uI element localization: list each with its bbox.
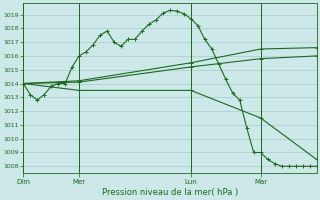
X-axis label: Pression niveau de la mer( hPa ): Pression niveau de la mer( hPa ) bbox=[102, 188, 238, 197]
